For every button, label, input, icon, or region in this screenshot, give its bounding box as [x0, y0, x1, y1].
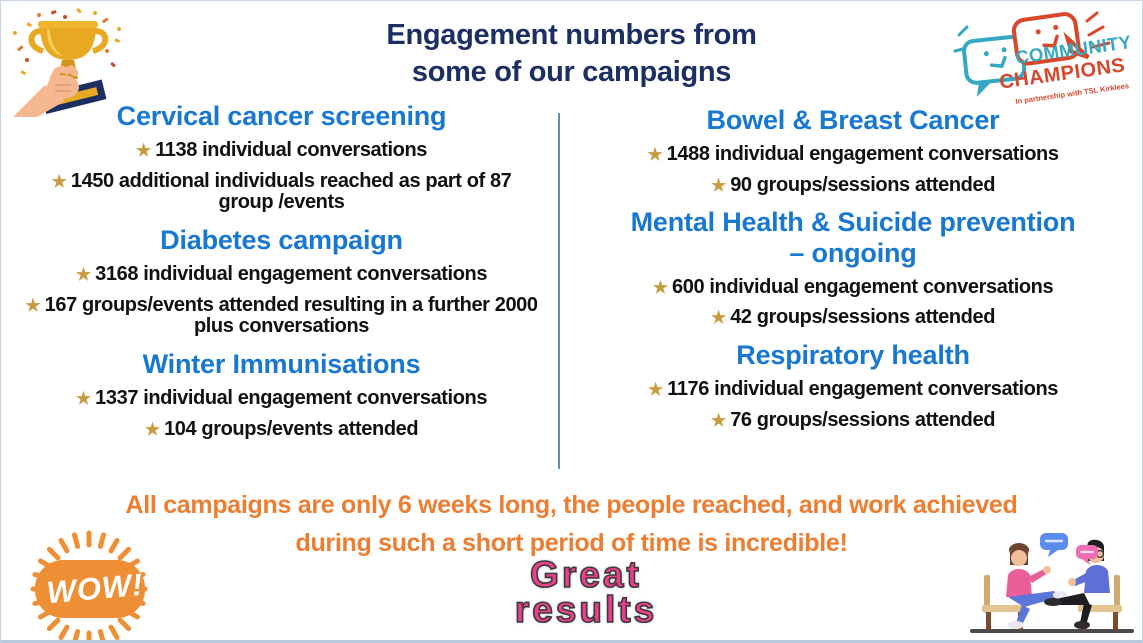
- stat-bullet: ★ 42 groups/sessions attended: [581, 307, 1126, 329]
- right-column: Bowel & Breast Cancer ★ 1488 individual e…: [573, 105, 1133, 443]
- section-winter-immunisations: Winter Immunisations ★ 1337 individual en…: [9, 349, 554, 440]
- section-diabetes: Diabetes campaign ★ 3168 individual engag…: [9, 225, 554, 338]
- great-results-line-1: Great: [529, 554, 642, 595]
- star-icon: ★: [51, 171, 67, 191]
- star-icon: ★: [710, 175, 727, 195]
- stat-text: 1488 individual engagement conversations: [666, 143, 1059, 166]
- great-results-line-2: results: [514, 589, 658, 631]
- stat-bullet: ★ 1488 individual engagement conversation…: [581, 143, 1126, 166]
- section-heading: Diabetes campaign: [160, 225, 403, 256]
- star-icon: ★: [710, 308, 727, 328]
- closing-statement: All campaigns are only 6 weeks long, the…: [1, 487, 1142, 562]
- community-champions-logo: COMMUNITY CHAMPIONS In partnership with …: [953, 7, 1141, 111]
- star-icon: ★: [75, 265, 92, 285]
- column-divider: [558, 113, 560, 469]
- star-icon: ★: [652, 277, 669, 297]
- trophy-icon: [7, 5, 132, 117]
- section-heading: Mental Health & Suicide prevention – ong…: [630, 207, 1076, 268]
- star-icon: ★: [75, 389, 92, 409]
- stat-bullet: ★ 1337 individual engagement conversation…: [24, 387, 539, 410]
- star-icon: ★: [135, 141, 152, 161]
- stat-bullet: ★ 1138 individual conversations: [24, 139, 539, 162]
- title-line-1: Engagement numbers from: [386, 19, 757, 51]
- stat-bullet: ★ 104 groups/events attended: [24, 417, 539, 441]
- stat-bullet: ★ 90 groups/sessions attended: [581, 173, 1126, 197]
- stat-text: 1176 individual engagement conversations: [667, 378, 1059, 401]
- section-bowel-breast-cancer: Bowel & Breast Cancer ★ 1488 individual e…: [573, 105, 1133, 196]
- star-icon: ★: [144, 419, 161, 439]
- section-respiratory-health: Respiratory health ★ 1176 individual enga…: [573, 340, 1133, 431]
- stat-text: 1138 individual conversations: [155, 139, 428, 162]
- star-icon: ★: [710, 410, 727, 430]
- stat-text: 1337 individual engagement conversations: [95, 387, 488, 410]
- stat-bullet: ★ 1450 additional individuals reached as …: [24, 169, 539, 214]
- section-mental-health: Mental Health & Suicide prevention – ong…: [573, 207, 1133, 329]
- stat-text: 167 groups/events attended resulting in …: [44, 293, 538, 338]
- section-heading: Winter Immunisations: [142, 349, 421, 380]
- stat-text: 600 individual engagement conversations: [672, 275, 1054, 298]
- page-title: Engagement numbers from some of our camp…: [1, 17, 1142, 91]
- closing-statement-text: All campaigns are only 6 weeks long, the…: [125, 491, 1018, 557]
- stat-text: 104 groups/events attended: [164, 417, 419, 440]
- section-heading: Bowel & Breast Cancer: [706, 105, 1000, 135]
- section-cervical-cancer: Cervical cancer screening ★ 1138 individu…: [9, 101, 554, 214]
- logo-speech-bubbles-icon: [953, 11, 1111, 97]
- title-line-2: some of our campaigns: [411, 56, 732, 89]
- stat-text: 42 groups/sessions attended: [730, 306, 996, 329]
- wow-sticker: WOW!: [5, 527, 173, 643]
- stat-bullet: ★ 167 groups/events attended resulting in…: [24, 293, 539, 338]
- great-results-text: Great results: [431, 554, 741, 631]
- wow-burst-icon: [5, 527, 173, 643]
- confetti-decoration: [13, 7, 121, 76]
- stat-text: 76 groups/sessions attended: [730, 408, 996, 431]
- section-heading: Respiratory health: [736, 340, 970, 371]
- two-people-talking-icon: [970, 533, 1134, 633]
- section-heading: Cervical cancer screening: [116, 101, 447, 131]
- stat-bullet: ★ 76 groups/sessions attended: [581, 408, 1126, 432]
- star-icon: ★: [25, 295, 41, 315]
- star-icon: ★: [647, 380, 664, 400]
- star-icon: ★: [647, 145, 663, 165]
- stat-text: 3168 individual engagement conversations: [95, 263, 488, 286]
- stat-bullet: ★ 600 individual engagement conversations: [581, 275, 1126, 299]
- stat-bullet: ★ 1176 individual engagement conversation…: [581, 379, 1126, 401]
- stat-bullet: ★ 3168 individual engagement conversation…: [24, 263, 539, 286]
- stat-text: 1450 additional individuals reached as p…: [70, 169, 512, 214]
- stat-text: 90 groups/sessions attended: [730, 173, 996, 196]
- left-column: Cervical cancer screening ★ 1138 individu…: [9, 101, 554, 451]
- conversation-illustration: [964, 525, 1140, 637]
